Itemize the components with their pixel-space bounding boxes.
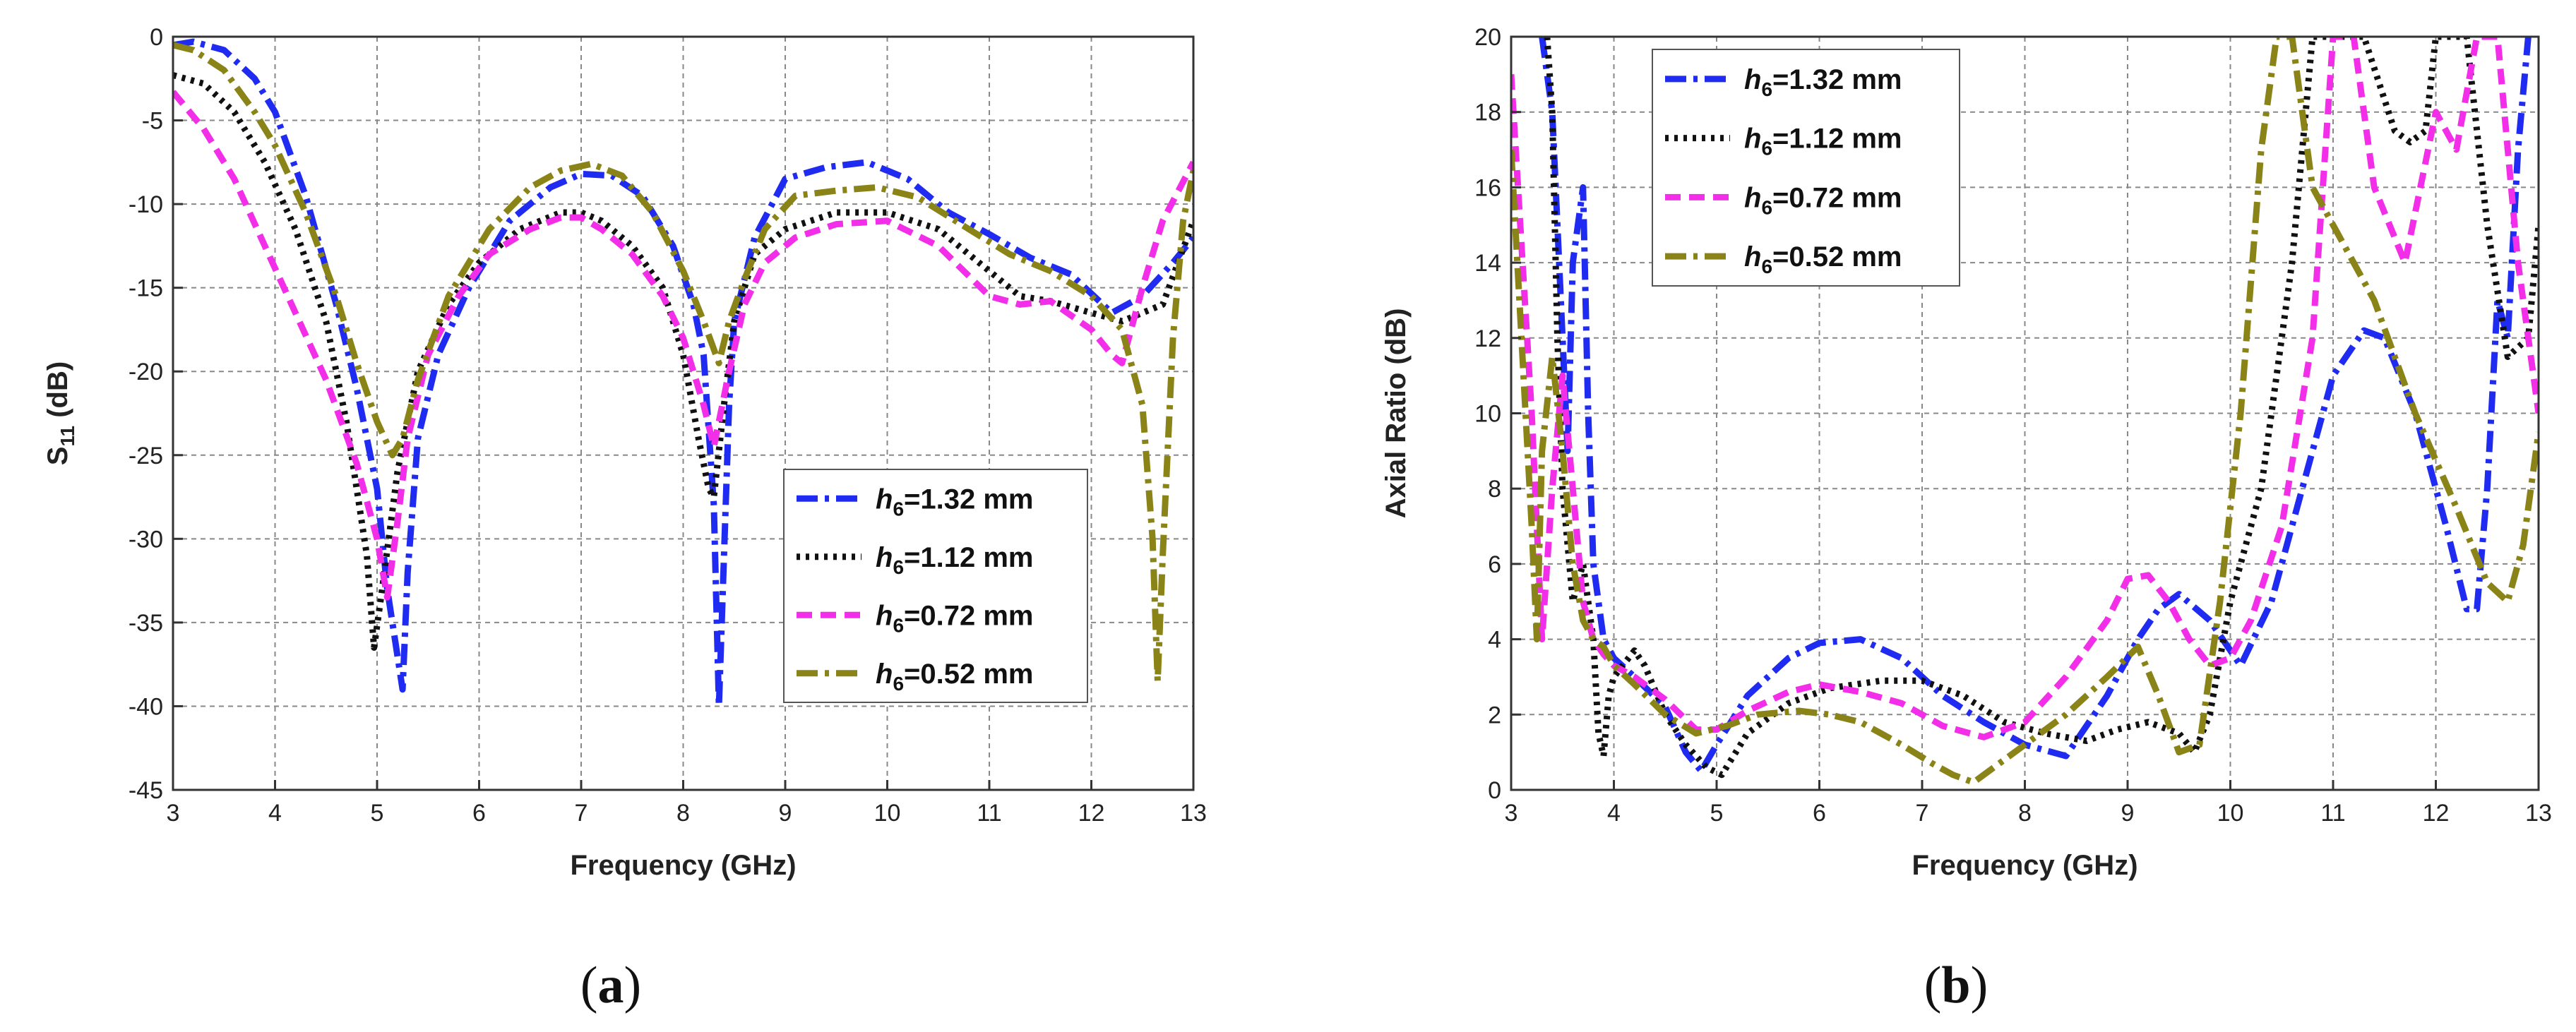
x-tick-label-a: 5 — [371, 800, 384, 827]
caption-a-letter: a — [598, 956, 624, 1014]
x-tick-label-b: 5 — [1710, 800, 1724, 827]
grid-a — [173, 37, 1193, 790]
x-tick-label-b: 13 — [2525, 800, 2552, 827]
x-tick-label-a: 6 — [472, 800, 486, 827]
legend-box-b — [1652, 49, 1960, 287]
y-tick-label-a: -10 — [129, 191, 163, 218]
x-axis-title-b: Frequency (GHz) — [1912, 850, 2137, 881]
y-tick-label-a: -30 — [129, 526, 163, 553]
legend-entry-b-2: h6=0.72 mm — [1744, 182, 1902, 218]
series-group-b — [1511, 37, 2539, 786]
y-tick-label-b: 14 — [1474, 250, 1501, 277]
x-tick-label-a: 10 — [874, 800, 901, 827]
x-tick-label-b: 10 — [2217, 800, 2244, 827]
y-tick-label-a: 0 — [150, 24, 163, 51]
y-tick-label-a: -15 — [129, 275, 163, 302]
x-tick-label-a: 13 — [1180, 800, 1207, 827]
series-line-b-2 — [1511, 37, 2539, 740]
y-tick-label-a: -35 — [129, 610, 163, 637]
y-axis-title-a-unit: (dB) — [42, 361, 73, 426]
y-tick-label-a: -5 — [142, 108, 163, 135]
y-tick-label-b: 20 — [1474, 24, 1501, 51]
x-tick-label-b: 6 — [1813, 800, 1826, 827]
x-tick-label-b: 8 — [2018, 800, 2032, 827]
x-tick-label-a: 7 — [575, 800, 588, 827]
y-axis-title-a-sub: 11 — [56, 426, 78, 447]
chart-panel-b: 3 4 5 6 7 8 9 10 11 12 13 0 2 4 6 8 10 12 14 16 18 20 Frequen… — [1381, 24, 2552, 1014]
series-line-b-3 — [1511, 37, 2539, 786]
x-tick-label-a: 8 — [676, 800, 690, 827]
series-line-a-0 — [173, 38, 1193, 709]
y-tick-label-b: 18 — [1474, 100, 1501, 126]
legend-entry-b-1: h6=1.12 mm — [1744, 124, 1902, 160]
y-tick-label-a: -20 — [129, 359, 163, 385]
y-tick-label-a: -40 — [129, 693, 163, 720]
caption-a: (a) — [580, 956, 641, 1014]
series-line-b-0 — [1539, 37, 2532, 774]
legend-entry-a-2: h6=0.72 mm — [876, 600, 1033, 636]
y-tick-label-b: 0 — [1488, 777, 1501, 804]
x-tick-label-a: 9 — [779, 800, 792, 827]
legend-entry-a-3: h6=0.52 mm — [876, 659, 1033, 695]
y-tick-label-b: 8 — [1488, 476, 1501, 503]
y-axis-title-b: Axial Ratio (dB) — [1381, 308, 1412, 519]
x-tick-label-b: 9 — [2121, 800, 2135, 827]
y-tick-label-b: 10 — [1474, 401, 1501, 428]
series-line-a-3 — [173, 42, 1193, 685]
x-tick-label-b: 4 — [1607, 800, 1621, 827]
x-tick-label-a: 3 — [167, 800, 180, 827]
x-tick-label-a: 4 — [268, 800, 282, 827]
y-tick-label-a: -25 — [129, 443, 163, 469]
y-axis-title-a-main: S — [42, 447, 73, 466]
legend-a: h6=1.32 mm h6=1.12 mm h6=0.72 mm h6=0.52 mm — [783, 469, 1088, 703]
x-tick-label-b: 3 — [1505, 800, 1518, 827]
legend-box-a — [783, 469, 1088, 703]
legend-entry-b-0: h6=1.32 mm — [1744, 64, 1902, 100]
legend-entry-a-1: h6=1.12 mm — [876, 542, 1033, 578]
y-tick-label-a: -45 — [129, 777, 163, 804]
y-tick-label-b: 6 — [1488, 551, 1501, 578]
caption-b-letter: b — [1941, 956, 1970, 1014]
series-group-a — [173, 38, 1193, 709]
ticks-b: 3 4 5 6 7 8 9 10 11 12 13 0 2 4 6 8 10 12 14 16 18 20 — [1474, 24, 2552, 827]
series-line-a-2 — [173, 90, 1193, 601]
chart-panel-a: 3 4 5 6 7 8 9 10 11 12 13 0 -5 -10 -15 -20 -25 -30 -35 -40 -… — [0, 0, 1243, 1032]
y-axis-title-a: S11 (dB) — [42, 361, 78, 465]
legend-entry-a-0: h6=1.32 mm — [876, 484, 1033, 520]
x-tick-label-b: 12 — [2423, 800, 2450, 827]
x-tick-label-b: 7 — [1916, 800, 1929, 827]
caption-b: (b) — [1924, 956, 1988, 1014]
x-axis-title-a: Frequency (GHz) — [570, 850, 796, 881]
x-tick-label-a: 11 — [977, 800, 1001, 827]
y-tick-label-b: 16 — [1474, 174, 1501, 201]
y-tick-label-b: 2 — [1488, 702, 1501, 728]
x-tick-label-a: 12 — [1078, 800, 1105, 827]
ticks-a: 3 4 5 6 7 8 9 10 11 12 13 0 -5 -10 -15 -20 -25 -30 -35 -40 -… — [129, 24, 1207, 827]
y-tick-label-b: 12 — [1474, 325, 1501, 352]
y-tick-label-b: 4 — [1488, 627, 1501, 654]
legend-entry-b-3: h6=0.52 mm — [1744, 241, 1902, 277]
x-tick-label-b: 11 — [2320, 800, 2345, 827]
series-line-b-1 — [1544, 37, 2539, 779]
legend-b: h6=1.32 mm h6=1.12 mm h6=0.72 mm h6=0.52 mm — [1652, 49, 1960, 287]
series-line-a-1 — [173, 72, 1193, 651]
